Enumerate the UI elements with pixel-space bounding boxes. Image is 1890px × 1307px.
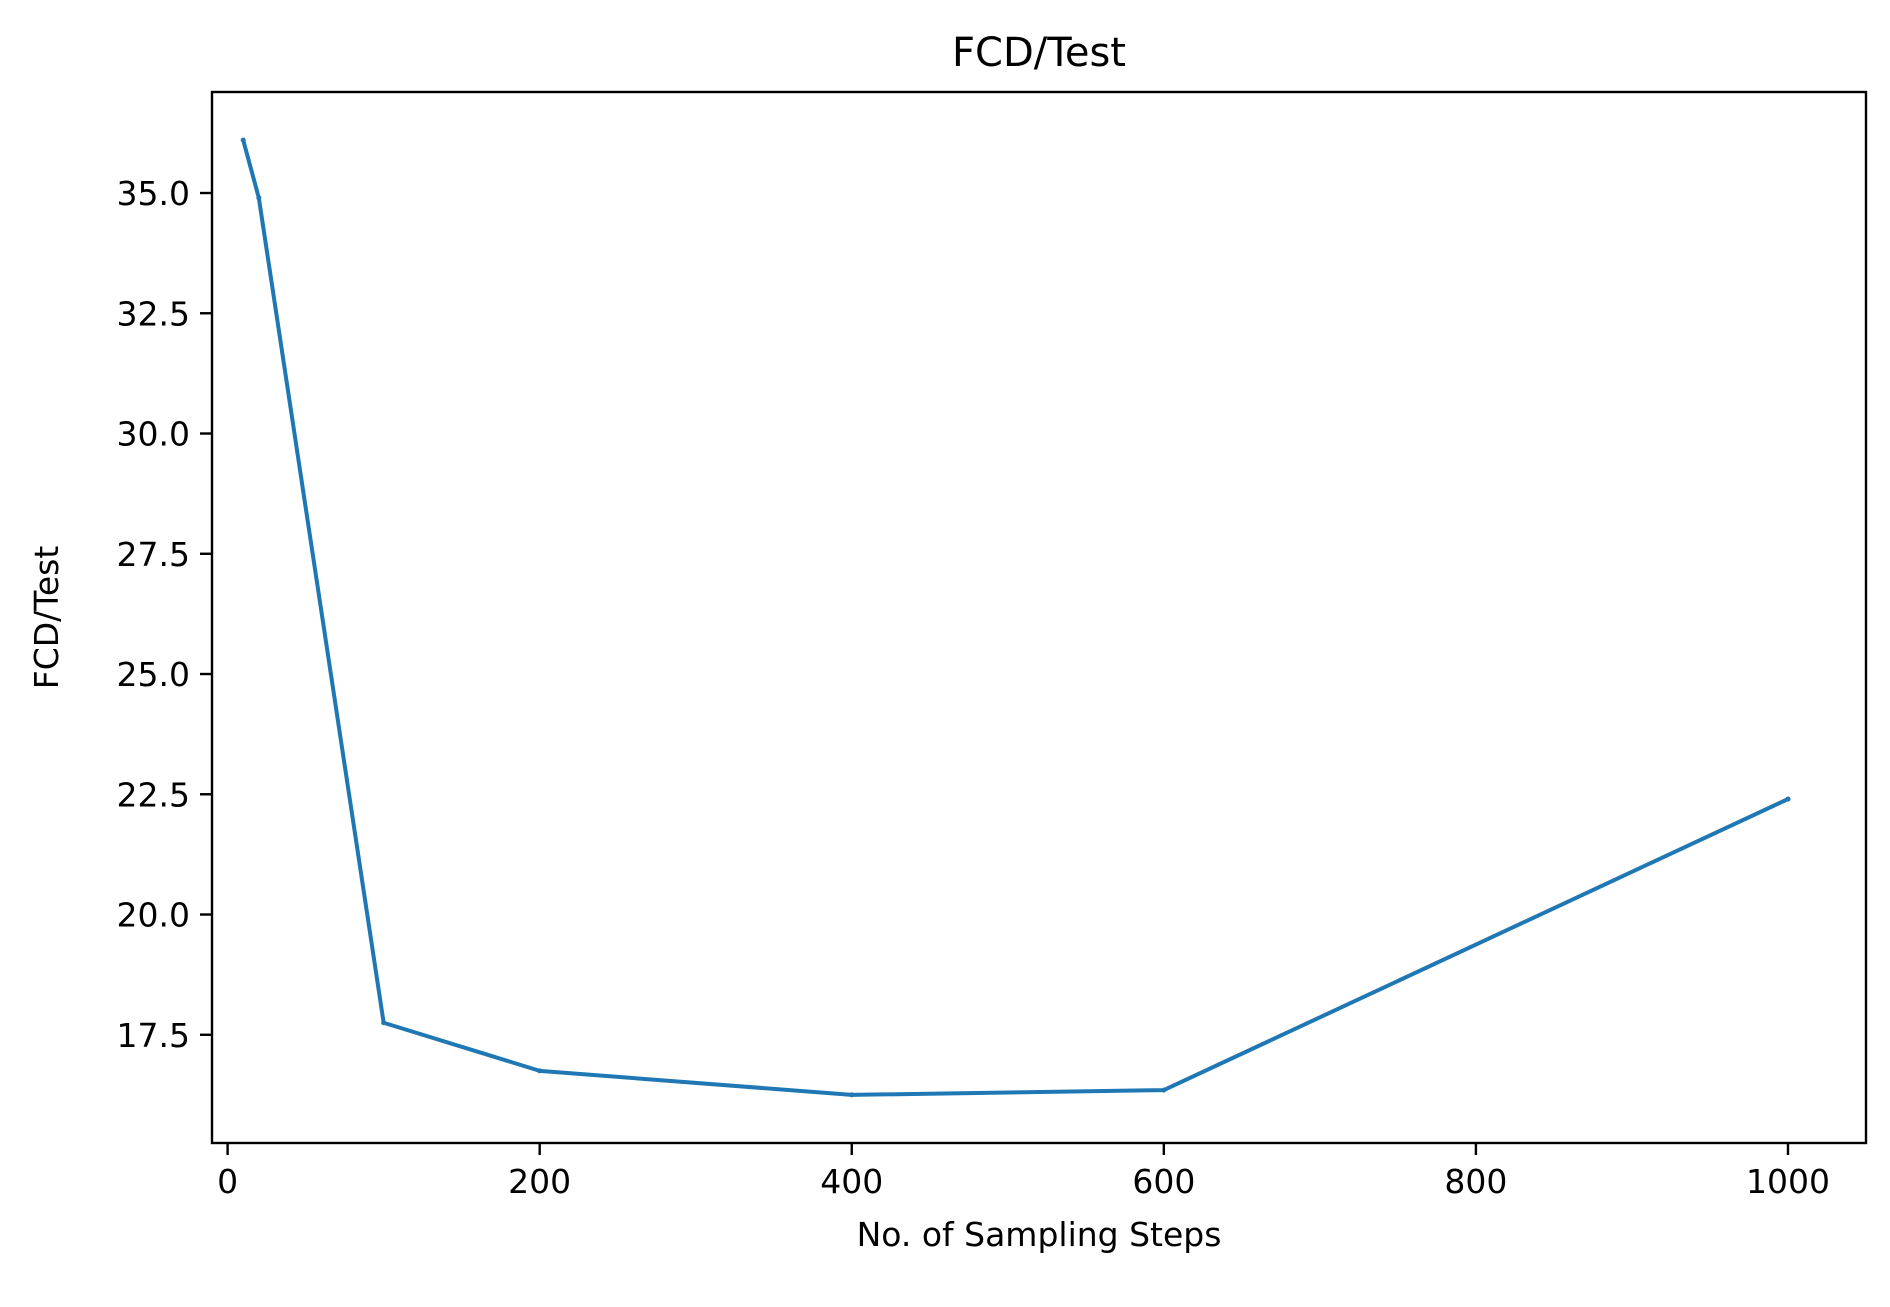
data-point bbox=[537, 1068, 543, 1074]
y-tick-label: 20.0 bbox=[117, 896, 190, 935]
y-axis-title: FCD/Test bbox=[27, 546, 66, 690]
x-axis-ticks: 0 200 400 600 800 1000 bbox=[217, 1143, 1830, 1201]
x-tick-label: 400 bbox=[820, 1162, 883, 1201]
y-tick-label: 30.0 bbox=[117, 415, 190, 454]
data-point bbox=[240, 137, 246, 143]
axes-frame bbox=[210, 90, 1868, 1145]
x-tick-label: 600 bbox=[1132, 1162, 1195, 1201]
y-tick-label: 35.0 bbox=[117, 174, 190, 213]
data-point bbox=[849, 1092, 855, 1098]
x-tick-label: 1000 bbox=[1746, 1162, 1830, 1201]
chart-title: FCD/Test bbox=[952, 30, 1126, 76]
y-axis-ticks: 17.5 20.0 22.5 25.0 27.5 30.0 32.5 35.0 bbox=[117, 174, 212, 1055]
data-point bbox=[1161, 1087, 1167, 1093]
data-point bbox=[1785, 796, 1791, 802]
y-tick-label: 32.5 bbox=[117, 294, 190, 333]
data-point bbox=[381, 1020, 387, 1026]
x-tick-label: 800 bbox=[1444, 1162, 1507, 1201]
y-tick-label: 22.5 bbox=[117, 775, 190, 814]
x-tick-label: 200 bbox=[508, 1162, 571, 1201]
y-tick-label: 27.5 bbox=[117, 535, 190, 574]
y-tick-label: 17.5 bbox=[117, 1016, 190, 1055]
y-tick-label: 25.0 bbox=[117, 655, 190, 694]
x-tick-label: 0 bbox=[217, 1162, 238, 1201]
data-point bbox=[256, 195, 262, 201]
plot-area bbox=[210, 90, 1868, 1145]
x-axis-title: No. of Sampling Steps bbox=[857, 1215, 1222, 1254]
